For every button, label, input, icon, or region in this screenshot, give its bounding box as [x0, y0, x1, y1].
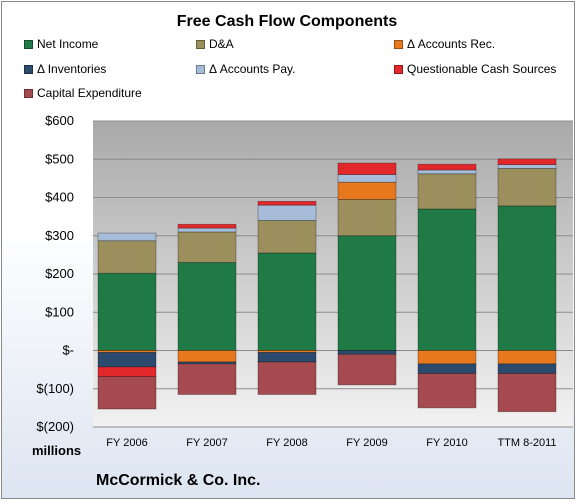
bar-segment	[337, 174, 397, 183]
bar-segment	[417, 169, 477, 175]
legend-label: Questionable Cash Sources	[407, 62, 557, 76]
units-label: millions	[32, 443, 82, 458]
bar-segment	[417, 163, 477, 171]
legend-label: Capital Expenditure	[37, 86, 142, 100]
legend-swatch	[24, 39, 33, 49]
legend-swatch	[394, 64, 403, 74]
y-tick-label: $400	[45, 190, 74, 205]
bar-segment	[257, 200, 317, 206]
bar-segment	[97, 232, 157, 242]
legend-swatch	[24, 88, 33, 98]
bar-segment	[177, 227, 237, 233]
bar-segment	[497, 363, 557, 374]
bar-segment	[337, 353, 397, 386]
bar-segment	[177, 223, 237, 229]
y-tick-label: $-	[62, 343, 74, 358]
legend-questionable-cash: Questionable Cash Sources	[394, 61, 556, 77]
bar-segment	[417, 208, 477, 351]
bar-segment	[497, 205, 557, 351]
bar-segment	[257, 352, 317, 363]
y-tick-label: $100	[45, 304, 74, 319]
bar-segment	[417, 350, 477, 365]
x-tick-label: TTM 8-2011	[497, 437, 556, 449]
bar-segment	[97, 240, 157, 274]
bar-segment	[97, 366, 157, 377]
legend-label: Δ Inventories	[37, 62, 107, 76]
legend-swatch	[196, 39, 205, 49]
legend-swatch	[196, 64, 205, 74]
bar-segment	[497, 164, 557, 169]
bar-segment	[417, 373, 477, 409]
bar-segment	[177, 350, 237, 363]
bar-segment	[257, 361, 317, 395]
bar-segment	[257, 204, 317, 221]
bar-segment	[97, 272, 157, 351]
bar-segment	[497, 350, 557, 365]
legend-label: Δ Accounts Rec.	[407, 37, 496, 51]
bar-segment	[337, 181, 397, 200]
bar-segment	[337, 199, 397, 237]
bar-segment	[97, 376, 157, 410]
bar-segment	[497, 373, 557, 413]
bar-segment	[177, 231, 237, 263]
y-tick-label: $(200)	[36, 419, 74, 434]
y-tick-label: $300	[45, 228, 74, 243]
x-tick-label: FY 2008	[266, 437, 307, 449]
legend-accounts-rec: Δ Accounts Rec.	[394, 36, 495, 52]
bar-segment	[257, 220, 317, 254]
bar-segment	[497, 158, 557, 166]
bar-segment	[337, 162, 397, 175]
legend-label: Net Income	[37, 37, 99, 51]
bar-segment	[417, 363, 477, 374]
y-tick-label: $600	[45, 113, 74, 128]
x-tick-label: FY 2009	[346, 437, 387, 449]
x-tick-label: FY 2010	[426, 437, 467, 449]
legend-swatch	[394, 39, 403, 49]
x-tick-label: FY 2006	[106, 437, 147, 449]
legend-swatch	[24, 64, 33, 74]
bar-segment	[417, 173, 477, 210]
bar-segment	[97, 352, 157, 368]
y-tick-label: $(100)	[36, 381, 74, 396]
company-name: McCormick & Co. Inc.	[96, 472, 261, 489]
y-tick-label: $500	[45, 151, 74, 166]
bar-segment	[257, 252, 317, 351]
chart-title: Free Cash Flow Components	[176, 13, 398, 30]
legend-label: D&A	[209, 37, 234, 51]
bar-segment	[177, 262, 237, 351]
legend-label: Δ Accounts Pay.	[209, 62, 296, 76]
legend-net-income: Net Income	[24, 36, 98, 52]
x-tick-label: FY 2007	[186, 437, 227, 449]
bar-segment	[177, 363, 237, 395]
legend-accounts-pay: Δ Accounts Pay.	[196, 61, 296, 77]
bar-segment	[497, 168, 557, 207]
bar-segment	[337, 235, 397, 351]
legend-capex: Capital Expenditure	[24, 85, 142, 101]
legend-inventories: Δ Inventories	[24, 61, 106, 77]
bar-segment	[337, 350, 397, 355]
y-tick-label: $200	[45, 266, 74, 281]
legend-da: D&A	[196, 36, 234, 52]
